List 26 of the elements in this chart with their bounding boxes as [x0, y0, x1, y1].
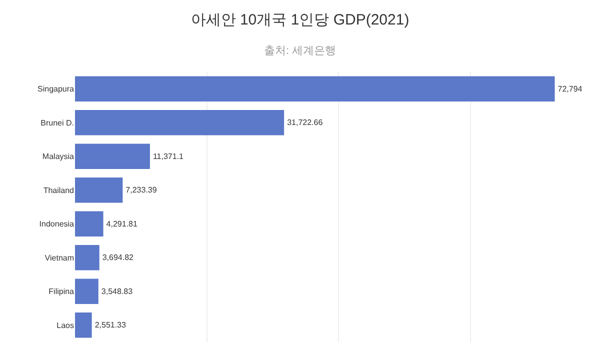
y-tick-label: Thailand: [43, 186, 74, 195]
bar: [75, 76, 555, 102]
y-tick-label: Indonesia: [39, 220, 75, 229]
y-tick-label: Brunei D.: [40, 118, 74, 128]
y-tick-label: Laos: [56, 320, 74, 330]
data-label: 3,548.83: [101, 286, 134, 296]
bar: [75, 211, 104, 237]
bar: [75, 144, 150, 170]
bar: [75, 110, 284, 136]
y-tick-label: Malaysia: [42, 152, 75, 162]
bar: [75, 244, 100, 270]
bar: [75, 177, 123, 203]
chart-title: 아세안 10개국 1인당 GDP(2021): [190, 12, 410, 28]
data-label: 4,291.81: [106, 219, 138, 228]
data-label: 31,722.66: [287, 118, 324, 128]
data-label: 3,694.82: [102, 253, 134, 262]
data-label: 2,551.33: [94, 320, 126, 330]
data-label: 7,233.39: [126, 186, 158, 195]
bar: [75, 312, 92, 338]
y-tick-label: Singapura: [38, 84, 75, 94]
chart-subtitle: 출처: 세계은행: [264, 44, 336, 57]
y-tick-label: Filipina: [48, 287, 75, 296]
data-label: 72,794: [558, 84, 583, 94]
y-tick-label: Vietnam: [44, 253, 74, 262]
data-label: 11,371.1: [152, 152, 184, 161]
bar: [75, 278, 98, 304]
